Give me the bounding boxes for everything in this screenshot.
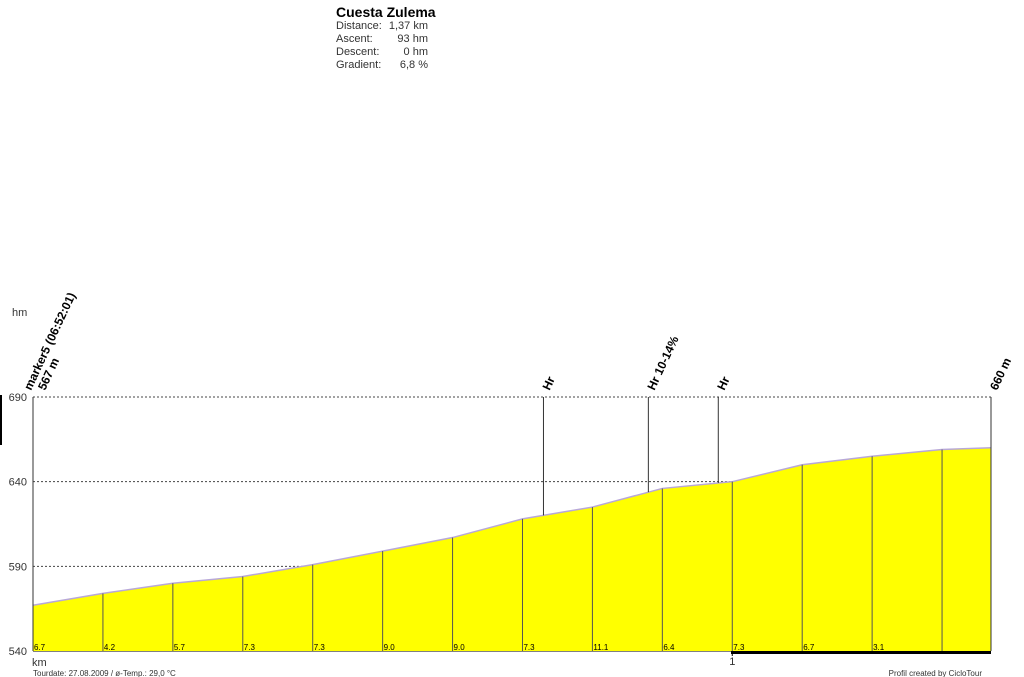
gradient-label: 7.3 — [733, 643, 745, 652]
y-tick-label: 640 — [9, 477, 27, 489]
footnote: Tourdate: 27.08.2009 / ø-Temp.: 29,0 °C — [33, 669, 176, 677]
x-tick-label: 1 — [729, 656, 735, 668]
gradient-label: 9.0 — [454, 643, 466, 652]
stat-value: 93 hm — [397, 33, 428, 45]
y-tick-label: 590 — [9, 561, 27, 573]
gradient-label: 9.0 — [384, 643, 396, 652]
stat-label: Distance: — [336, 20, 382, 32]
stat-label: Descent: — [336, 46, 379, 58]
y-tick-label: 690 — [9, 392, 27, 404]
gradient-label: 7.3 — [523, 643, 535, 652]
stat-value: 0 hm — [404, 46, 428, 58]
stat-label: Ascent: — [336, 33, 373, 45]
chart-title: Cuesta Zulema — [336, 4, 436, 20]
gradient-label: 7.3 — [244, 643, 256, 652]
y-axis-label: hm — [12, 307, 27, 319]
y-tick-label: 540 — [9, 646, 27, 658]
marker-label: Hr — [714, 374, 732, 392]
gradient-label: 5.7 — [174, 643, 186, 652]
marker-label: 660 m — [987, 356, 1014, 393]
gradient-label: 7.3 — [314, 643, 326, 652]
gradient-label: 11.1 — [593, 643, 609, 652]
stat-value: 6,8 % — [400, 59, 428, 71]
elevation-area — [33, 447, 991, 651]
axis-bar — [731, 650, 991, 654]
gradient-label: 4.2 — [104, 643, 116, 652]
gradient-label: 6.7 — [34, 643, 46, 652]
stat-value: 1,37 km — [389, 20, 428, 32]
marker-label: Hr 10-14% — [644, 333, 681, 392]
gradient-label: 3.1 — [873, 643, 885, 652]
stat-label: Gradient: — [336, 59, 381, 71]
gradient-label: 6.4 — [663, 643, 675, 652]
x-axis-label: km — [32, 657, 47, 669]
gradient-label: 6.7 — [803, 643, 815, 652]
marker-label: Hr — [539, 374, 557, 392]
credit: Profil created by CicloTour — [889, 669, 983, 677]
